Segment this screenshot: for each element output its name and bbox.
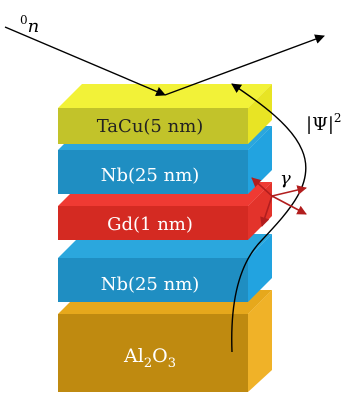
nb-bottom-front-face bbox=[58, 258, 248, 302]
tacu-front-face bbox=[58, 108, 248, 144]
nb-top-side-face bbox=[248, 126, 272, 194]
gd-side-face bbox=[248, 182, 272, 240]
gamma-arrow-up-right bbox=[271, 185, 307, 197]
neutron-label: 0n bbox=[20, 13, 39, 37]
nb-top-front-face bbox=[58, 150, 248, 194]
reflected-beam-arrow bbox=[164, 34, 325, 96]
wavefunction-curve bbox=[231, 83, 307, 353]
tacu-layer: TaCu(5 nm) bbox=[58, 84, 272, 144]
gamma-arrow-down-right bbox=[271, 195, 307, 215]
gd-label: Gd(1 nm) bbox=[107, 214, 193, 235]
tacu-side-face bbox=[248, 84, 272, 144]
gamma-label: γ bbox=[280, 168, 291, 189]
tacu-top-face bbox=[58, 84, 272, 108]
gamma-arrow-up-left bbox=[251, 177, 273, 197]
gamma-arrow-down-left bbox=[260, 195, 273, 227]
substrate-front-face bbox=[58, 314, 248, 392]
nb-bottom-layer: Nb(25 nm) bbox=[58, 234, 272, 302]
substrate-layer: Al2O3 bbox=[58, 290, 272, 392]
gamma-emission bbox=[251, 177, 307, 227]
psi-label: |Ψ|2 bbox=[306, 111, 342, 135]
tacu-label: TaCu(5 nm) bbox=[97, 116, 204, 137]
gd-front-face bbox=[58, 206, 248, 240]
incident-beam-arrow bbox=[4, 26, 166, 97]
nb-bottom-label: Nb(25 nm) bbox=[101, 274, 200, 295]
substrate-side-face bbox=[248, 290, 272, 392]
nb-bottom-side-face bbox=[248, 234, 272, 302]
nb-top-label: Nb(25 nm) bbox=[101, 165, 200, 186]
substrate-label: Al2O3 bbox=[123, 345, 176, 371]
